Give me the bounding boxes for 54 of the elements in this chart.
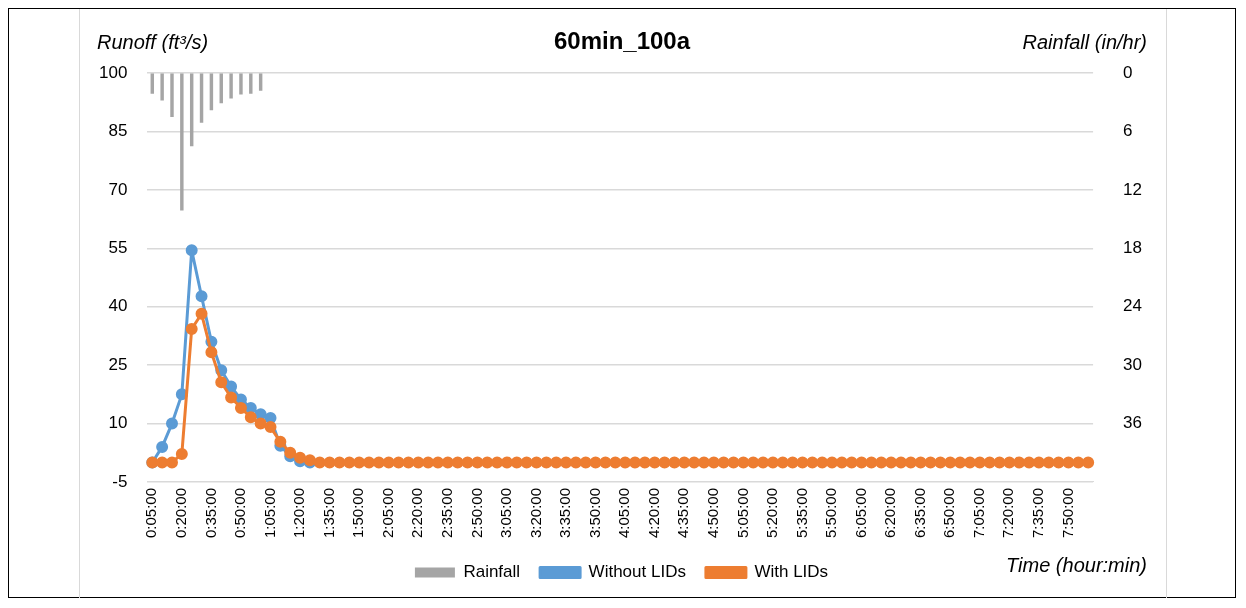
x-tick-label: 5:35:00 — [792, 487, 810, 538]
y-tick-label: 55 — [108, 238, 128, 258]
x-tick-label: 4:35:00 — [674, 487, 692, 538]
x-tick-label: 6:05:00 — [851, 487, 869, 538]
x-tick-label: 6:35:00 — [910, 487, 928, 538]
y-tick-label: 25 — [108, 354, 128, 374]
x-tick-label: 3:35:00 — [556, 487, 574, 538]
x-tick-label: 1:50:00 — [349, 487, 367, 538]
x-tick-label: 4:50:00 — [703, 487, 721, 538]
y2-tick-label: 36 — [1123, 413, 1143, 433]
y2-tick-label: 6 — [1123, 121, 1133, 141]
x-tick-label: 0:50:00 — [231, 487, 249, 538]
x-tick-label: 7:35:00 — [1029, 487, 1047, 538]
x-tick-label: 6:20:00 — [881, 487, 899, 538]
x-tick-label: 2:20:00 — [408, 487, 426, 538]
x-tick-label: 2:50:00 — [467, 487, 485, 538]
legend-label: Rainfall — [463, 562, 521, 582]
chart-title: 60min_100a — [553, 27, 691, 54]
x-tick-label: 3:05:00 — [497, 487, 515, 538]
x-tick-label: 7:20:00 — [999, 487, 1017, 538]
x-tick-label: 3:20:00 — [526, 487, 544, 538]
y2-axis-title: Rainfall (in/hr) — [1022, 31, 1147, 54]
y-tick-label: 85 — [108, 121, 128, 141]
x-tick-label: 1:20:00 — [290, 487, 308, 538]
x-axis-title: Time (hour:min) — [1006, 554, 1147, 577]
y2-tick-label: 30 — [1123, 354, 1143, 374]
y-tick-label: 70 — [108, 179, 128, 199]
x-tick-label: 3:50:00 — [585, 487, 603, 538]
legend-label: Without LIDs — [588, 562, 686, 582]
x-tick-label: 4:05:00 — [615, 487, 633, 538]
x-tick-label: 5:20:00 — [763, 487, 781, 538]
x-tick-label: 7:05:00 — [969, 487, 987, 538]
x-tick-label: 0:05:00 — [142, 487, 160, 538]
x-tick-label: 5:50:00 — [822, 487, 840, 538]
y2-tick-label: 24 — [1123, 296, 1143, 316]
y2-tick-label: 18 — [1123, 238, 1143, 258]
x-tick-label: 4:20:00 — [644, 487, 662, 538]
x-tick-label: 1:05:00 — [260, 487, 278, 538]
x-tick-label: 2:35:00 — [437, 487, 455, 538]
x-tick-label: 5:05:00 — [733, 487, 751, 538]
legend-label: With LIDs — [754, 562, 829, 582]
y-axis-title: Runoff (ft³/s) — [97, 31, 209, 54]
y-tick-label: 40 — [108, 296, 128, 316]
x-tick-label: 2:05:00 — [378, 487, 396, 538]
y-tick-label: 100 — [98, 62, 128, 82]
y2-tick-label: 12 — [1123, 179, 1143, 199]
x-tick-label: 6:50:00 — [940, 487, 958, 538]
y-tick-label: 10 — [108, 413, 128, 433]
x-tick-label: 0:35:00 — [201, 487, 219, 538]
y-tick-label: -5 — [112, 471, 128, 491]
y2-tick-label: 0 — [1123, 62, 1133, 82]
x-tick-label: 7:50:00 — [1058, 487, 1076, 538]
x-tick-label: 1:35:00 — [319, 487, 337, 538]
x-tick-label: 0:20:00 — [171, 487, 189, 538]
